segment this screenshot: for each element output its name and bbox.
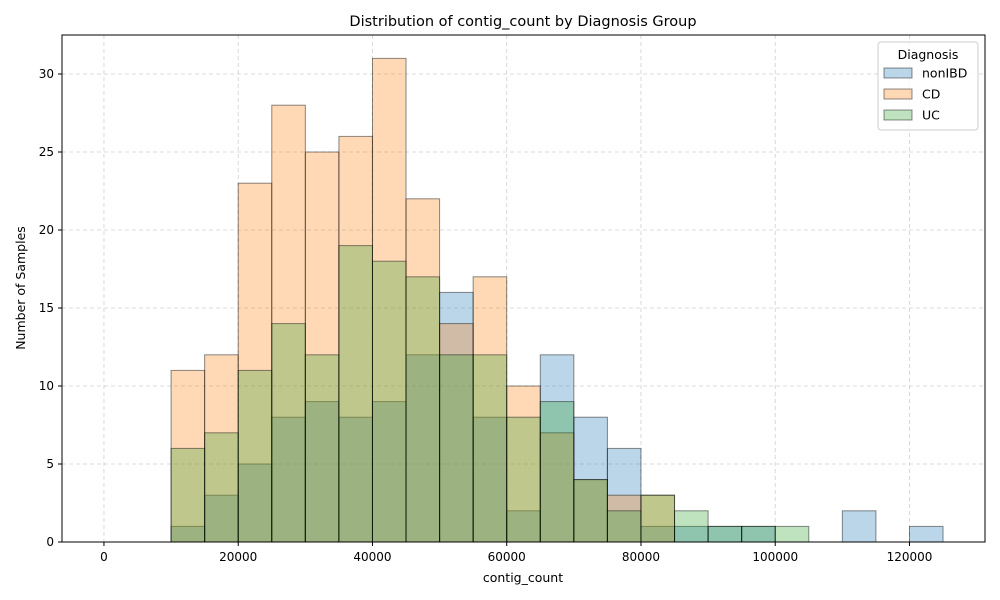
bar-nonibd-bin-24 [908,525,944,543]
bar-nonibd-bin-11 [472,416,508,543]
bar-cd-bin-14 [573,479,608,543]
bar-cd-bin-2 [170,369,206,543]
bar-cd-bin-6 [304,151,340,543]
x-axis-label: contig_count [483,570,563,585]
x-tick-label: 20000 [219,550,257,564]
bar-uc-bin-12 [506,416,541,543]
series-uc-bars [170,245,810,543]
bar-cd-bin-3 [204,354,239,543]
x-tick-label: 60000 [488,550,526,564]
y-tick-label: 20 [39,223,54,237]
bar-cd-bin-5 [271,104,306,543]
bar-cd-bin-16 [640,494,676,543]
x-axis-ticks: 0 20000 40000 60000 80000 100000 120000 [100,542,932,564]
bar-uc-bin-8 [371,260,407,543]
bar-uc-bin-9 [405,276,441,543]
bar-uc-bin-6 [304,354,340,543]
x-tick-label: 0 [100,550,108,564]
y-tick-label: 0 [46,535,54,549]
bar-cd-bin-10 [439,323,474,543]
x-tick-label: 100000 [752,550,798,564]
bar-uc-bin-3 [204,432,239,543]
bar-uc-bin-19 [741,525,776,543]
bar-uc-bin-20 [774,525,810,543]
y-tick-label: 5 [46,457,54,471]
bar-uc-bin-5 [271,323,306,543]
series-nonibd-bars [170,291,944,543]
bar-uc-bin-11 [472,354,508,543]
bar-cd-bin-7 [338,135,373,543]
chart-title: Distribution of contig_count by Diagnosi… [349,14,696,30]
bar-nonibd-bin-9 [405,354,441,543]
legend-swatch-uc [883,109,913,121]
bar-uc-bin-7 [338,245,373,543]
bar-cd-bin-11 [472,276,508,543]
legend-frame [877,41,979,131]
bar-cd-bin-12 [506,385,541,543]
bar-uc-bin-4 [237,369,273,543]
legend-items: nonIBD CD UC [883,66,967,123]
bar-uc-bin-14 [573,479,608,543]
bar-nonibd-bin-13 [539,354,575,543]
legend-title: Diagnosis [898,47,959,62]
bar-cd-bin-15 [606,494,642,543]
plot-area-frame [61,34,986,543]
histogram-bars [170,57,944,543]
bar-uc-bin-13 [539,401,575,543]
bar-cd-bin-8 [371,57,407,543]
y-axis-label: Number of Samples [13,226,28,350]
bar-uc-bin-15 [606,510,642,543]
x-tick-label: 40000 [353,550,391,564]
bar-uc-bin-18 [707,525,743,543]
legend-label-nonibd: nonIBD [922,66,967,81]
bar-uc-bin-16 [640,494,676,543]
y-axis-ticks: 0 5 10 15 20 25 30 [39,67,62,549]
bar-nonibd-bin-3 [204,494,239,543]
legend-swatch-cd [883,88,913,100]
bar-nonibd-bin-22 [841,510,877,543]
x-tick-label: 80000 [622,550,660,564]
bar-uc-bin-17 [674,510,709,543]
legend-label-uc: UC [922,108,940,123]
bar-uc-bin-10 [439,354,474,543]
grid-lines [62,35,985,543]
bar-nonibd-bin-10 [439,291,474,543]
y-tick-label: 30 [39,67,54,81]
bar-cd-bin-4 [237,182,273,543]
legend-label-cd: CD [922,87,940,102]
legend: Diagnosis nonIBD CD UC [877,41,979,131]
y-tick-label: 15 [39,301,54,315]
legend-swatch-nonibd [883,67,913,79]
bar-nonibd-bin-15 [606,447,642,543]
x-tick-label: 120000 [887,550,933,564]
y-tick-label: 25 [39,145,54,159]
bar-nonibd-bin-7 [338,416,373,543]
bar-uc-bin-2 [170,447,206,543]
bar-nonibd-bin-5 [271,416,306,543]
y-tick-label: 10 [39,379,54,393]
